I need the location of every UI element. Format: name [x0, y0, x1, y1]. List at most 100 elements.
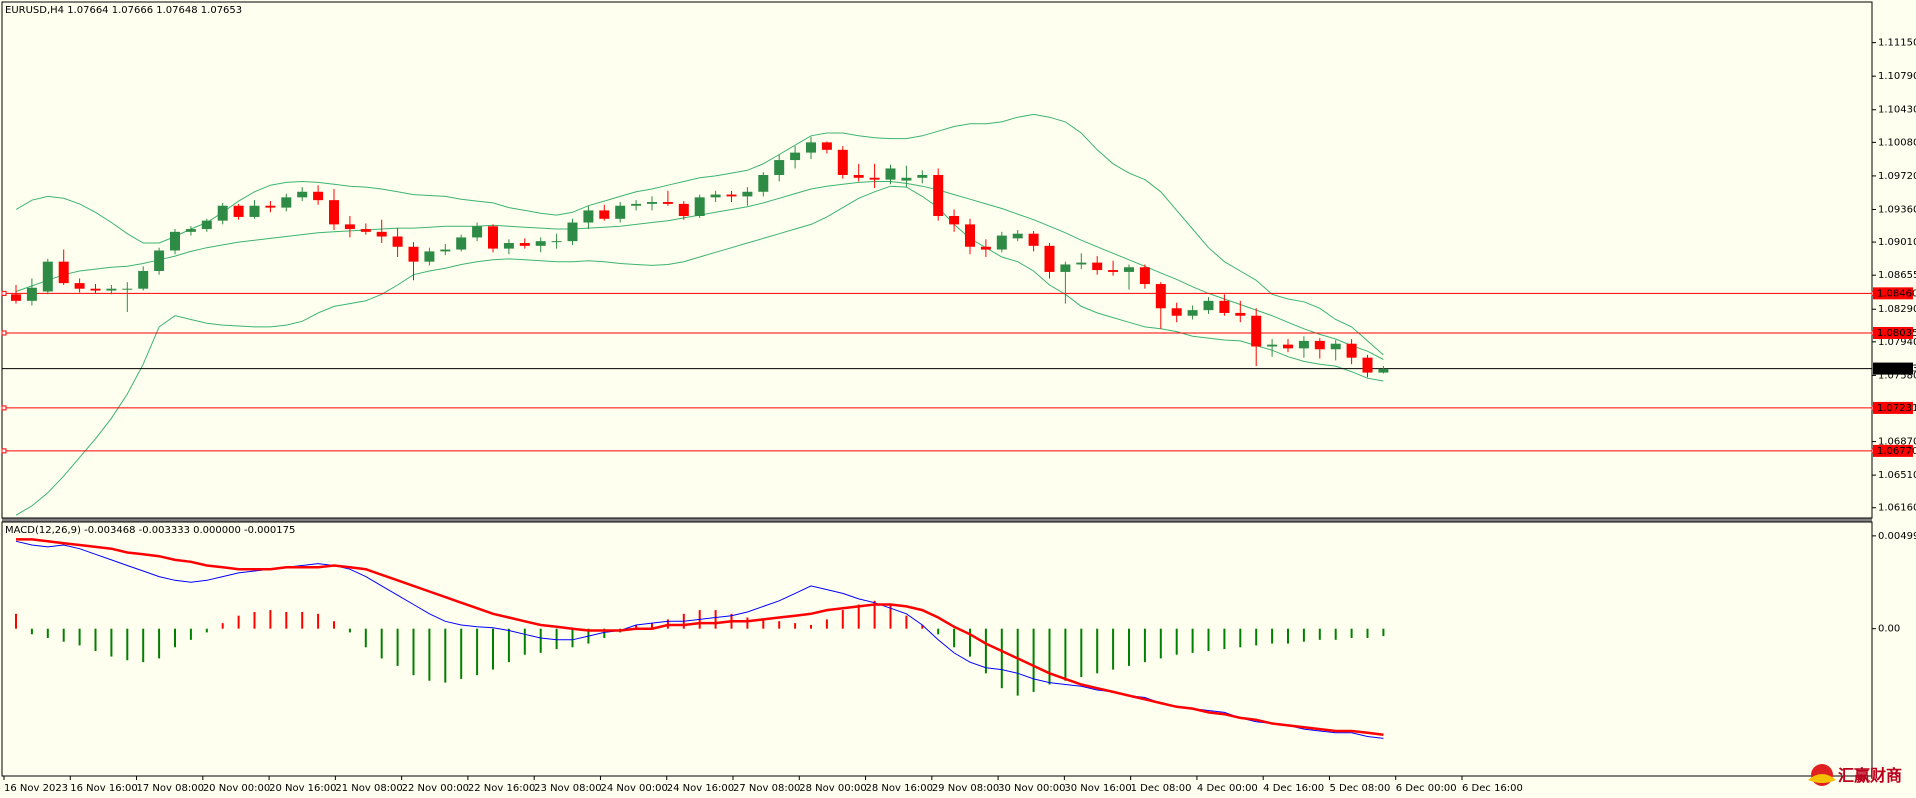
candle [1283, 339, 1293, 353]
candle [122, 282, 133, 313]
candle-body [662, 202, 673, 204]
candle [917, 170, 928, 184]
candle-body [1378, 368, 1389, 373]
candle [392, 228, 403, 258]
candle-body [742, 191, 753, 197]
candle-body [11, 294, 21, 301]
time-tick-label: 1 Dec 08:00 [1131, 783, 1192, 794]
time-tick-label: 30 Nov 00:00 [998, 783, 1065, 794]
candle [1044, 243, 1055, 279]
candle-body [42, 261, 53, 292]
price-tick-label: 1.09010 [1878, 237, 1916, 248]
candle [265, 201, 276, 213]
candle-body [90, 288, 101, 291]
macd-tick-label: 0.00 [1878, 624, 1900, 635]
candle-body [138, 270, 149, 289]
candle-body [233, 205, 244, 217]
candle-body [1330, 343, 1341, 350]
candle [313, 185, 324, 205]
price-tick-label: 1.10080 [1878, 137, 1916, 148]
candle [933, 168, 944, 221]
candle [551, 233, 562, 249]
candle [26, 278, 37, 306]
candle [424, 247, 435, 266]
candle-body [201, 220, 212, 230]
candle-body [1235, 312, 1246, 316]
candle [376, 219, 387, 244]
candle-body [392, 236, 403, 247]
candle-body [1298, 340, 1309, 349]
candle-body [694, 197, 705, 216]
candle-body [869, 177, 880, 180]
candle [1314, 338, 1325, 359]
candle-body [1219, 300, 1230, 313]
candle [742, 187, 753, 206]
candle [980, 239, 991, 258]
time-tick-label: 30 Nov 16:00 [1064, 783, 1131, 794]
candle [1092, 256, 1103, 275]
candle-body [535, 241, 546, 246]
level-tag-label: 1.08460 [1877, 288, 1916, 299]
candle-body [917, 174, 928, 178]
candle-body [1203, 300, 1214, 311]
candle [662, 190, 673, 206]
candle-body [551, 241, 562, 243]
candle [1060, 261, 1071, 304]
candle-body [647, 202, 657, 204]
candle [1124, 264, 1134, 290]
candle [329, 188, 339, 230]
time-tick-label: 6 Dec 16:00 [1462, 783, 1523, 794]
candle-body [472, 226, 483, 238]
signal-line [16, 538, 1384, 736]
candle [74, 278, 85, 293]
current-price-label: 1.07653 [1877, 364, 1916, 375]
time-tick-label: 23 Nov 08:00 [534, 783, 601, 794]
candle-body [965, 224, 975, 247]
candle [297, 187, 308, 202]
candle [106, 284, 117, 295]
price-pane [1, 1, 1873, 519]
time-tick-label: 4 Dec 00:00 [1197, 783, 1258, 794]
price-tick-label: 1.11150 [1878, 38, 1916, 49]
candle-body [344, 224, 355, 230]
price-axis: 1.11150 1.10790 1.10430 1.10080 1.09720 1.093… [1872, 38, 1916, 514]
candle-body [456, 237, 467, 250]
candle-body [360, 229, 371, 232]
candle [360, 223, 371, 235]
candle [519, 238, 530, 249]
level-tag-label: 1.08035 [1877, 328, 1916, 339]
time-tick-label: 28 Nov 16:00 [866, 783, 933, 794]
candle-body [26, 287, 37, 301]
candle-body [122, 288, 133, 290]
candle [1171, 302, 1182, 323]
candle-body [1314, 340, 1325, 350]
candle [249, 200, 260, 219]
candle [185, 226, 196, 236]
candle [217, 202, 228, 225]
candle-body [1187, 310, 1198, 316]
time-tick-label: 20 Nov 00:00 [203, 783, 270, 794]
level-tag-3 [1873, 444, 1913, 457]
candle-body [710, 194, 721, 198]
candle [631, 200, 642, 211]
candle [1076, 253, 1087, 270]
candle-body [297, 191, 308, 198]
brand-logo: 汇赢财商 [1808, 764, 1902, 786]
candle [344, 215, 355, 238]
symbol-header: EURUSD,H4 1.07664 1.07666 1.07648 1.0765… [5, 5, 242, 16]
price-tick-label: 1.09360 [1878, 204, 1916, 215]
candle [154, 247, 165, 275]
candle-body [424, 251, 435, 262]
macd-tick-label: 0.004992 [1878, 531, 1916, 542]
macd-indicator [15, 538, 1385, 739]
candle-body [996, 235, 1007, 250]
candle-body [774, 160, 785, 175]
candle-body [1171, 308, 1182, 316]
candle-body [567, 222, 578, 242]
time-tick-label: 28 Nov 00:00 [799, 783, 866, 794]
candle-body [488, 226, 498, 249]
bollinger-lower [15, 185, 1384, 516]
time-tick-label: 20 Nov 16:00 [269, 783, 336, 794]
candle-body [678, 203, 689, 216]
